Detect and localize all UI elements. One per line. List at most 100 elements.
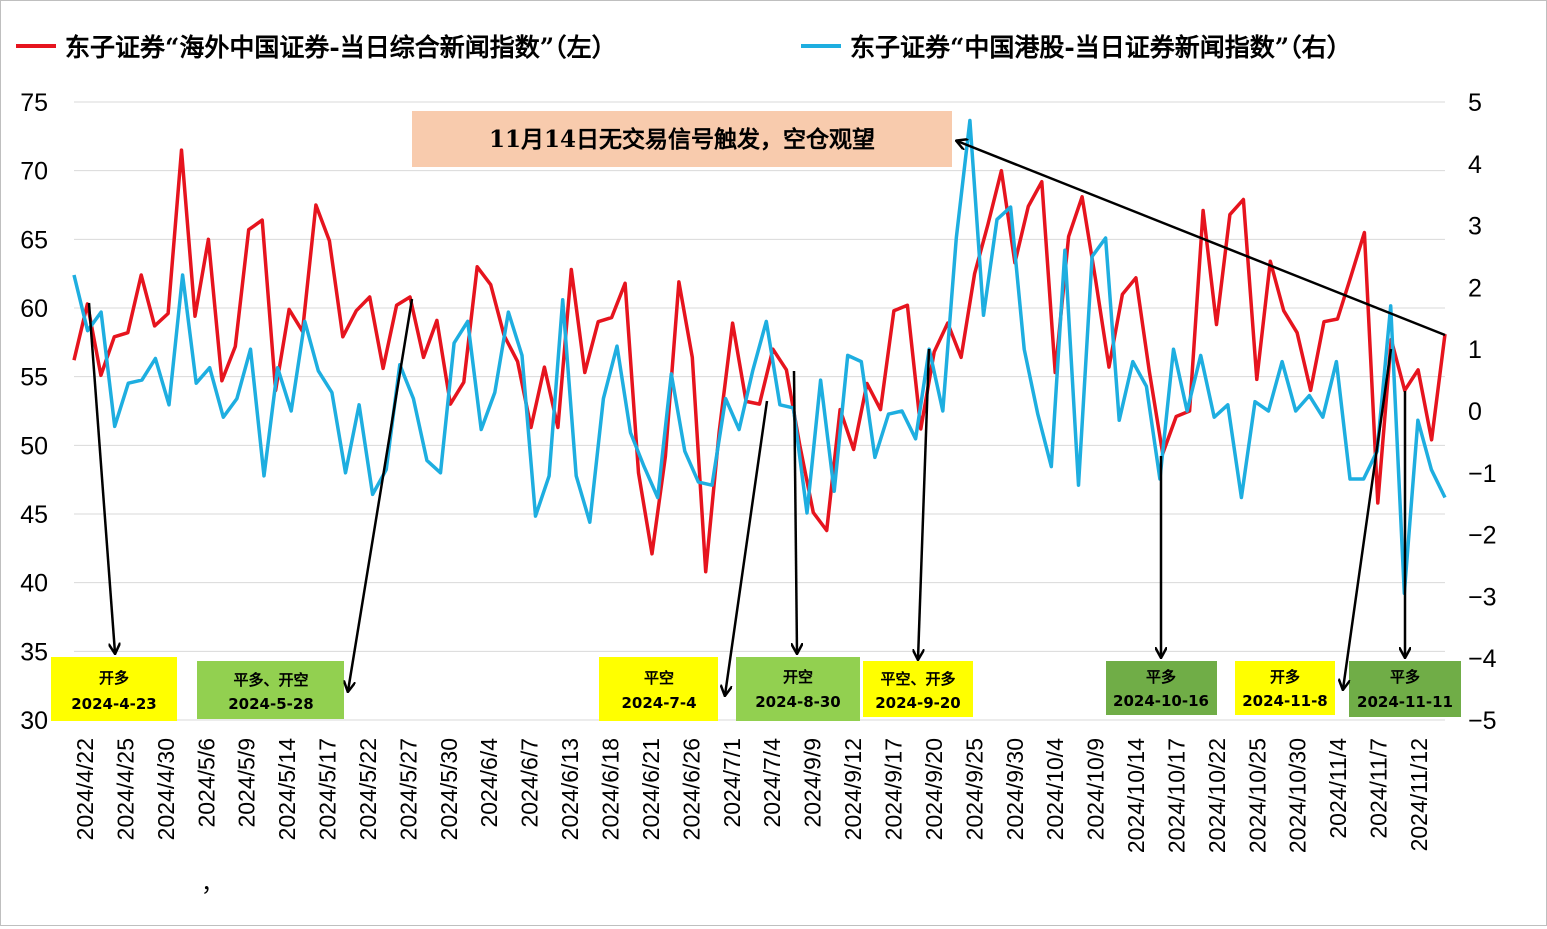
x-tick-label: 2024/5/27 — [395, 738, 421, 840]
x-tick-label: 2024/9/20 — [921, 738, 947, 840]
x-tick-label: 2024/6/7 — [517, 738, 543, 828]
signal-box-5: 平空、开多 2024-9-20 — [863, 661, 973, 717]
arrow-signal-7 — [1343, 348, 1393, 689]
x-tick-label: 2024/10/4 — [1042, 738, 1068, 841]
legend: 东子证券“海外中国证券-当日综合新闻指数”（左） 东子证券“中国港股-当日证券新… — [16, 33, 1352, 62]
x-tick-label: 2024/10/22 — [1204, 738, 1230, 853]
signal-action: 平多 — [1390, 668, 1420, 686]
x-tick-label: 2024/10/30 — [1285, 738, 1311, 853]
signal-date: 2024-4-23 — [71, 695, 157, 713]
signal-box-bg — [599, 657, 718, 721]
signal-date: 2024-8-30 — [755, 693, 841, 711]
left-tick-label: 70 — [20, 158, 48, 186]
signal-action: 平多、开空 — [233, 671, 308, 689]
signal-date: 2024-10-16 — [1113, 692, 1209, 710]
signal-box-bg — [1106, 661, 1217, 715]
arrow-signal-3 — [725, 400, 769, 695]
signal-box-bg — [1235, 661, 1335, 715]
arrow-signal-4 — [794, 370, 797, 653]
left-tick-label: 50 — [20, 432, 48, 460]
signal-action: 平空、开多 — [880, 670, 955, 688]
signal-arrows — [87, 141, 1446, 695]
right-tick-label: −5 — [1468, 707, 1497, 735]
x-tick-label: 2024/7/1 — [719, 738, 745, 828]
x-tick-label: 2024/5/9 — [234, 738, 260, 828]
x-tick-label: 2024/7/4 — [759, 738, 785, 828]
x-tick-label: 2024/9/12 — [840, 738, 866, 840]
left-axis-ticks: 30 35 40 45 50 55 60 65 70 75 — [20, 89, 48, 735]
signal-box-7: 开多 2024-11-8 — [1235, 661, 1335, 715]
signal-box-bg — [51, 657, 177, 721]
left-tick-label: 60 — [20, 295, 48, 323]
x-tick-label: 2024/10/25 — [1244, 738, 1270, 853]
signal-date: 2024-9-20 — [875, 694, 961, 712]
signal-action: 开多 — [1270, 668, 1300, 686]
arrow-note — [957, 141, 1446, 337]
left-tick-label: 35 — [20, 638, 48, 666]
signal-date: 2024-11-11 — [1357, 693, 1453, 711]
x-tick-label: 2024/6/21 — [638, 738, 664, 840]
arrow-signal-1 — [87, 302, 115, 653]
x-tick-label: 2024/11/4 — [1325, 738, 1351, 839]
right-tick-label: 2 — [1468, 274, 1482, 302]
legend-label-series2: 东子证券“中国港股-当日证券新闻指数”（右） — [850, 33, 1352, 62]
stray-comma-mark: ， — [201, 870, 224, 896]
signal-box-1: 开多 2024-4-23 — [51, 657, 177, 721]
x-tick-label: 2024/6/26 — [678, 738, 704, 840]
signal-action: 开多 — [99, 669, 129, 687]
x-tick-label: 2024/10/17 — [1163, 738, 1189, 853]
signal-box-4: 开空 2024-8-30 — [736, 657, 860, 721]
x-tick-label: 2024/5/22 — [355, 738, 381, 840]
x-tick-label: 2024/6/18 — [598, 738, 624, 840]
right-tick-label: −3 — [1468, 583, 1497, 611]
x-tick-label: 2024/4/30 — [153, 738, 179, 840]
x-tick-label: 2024/5/6 — [193, 738, 219, 828]
left-tick-label: 55 — [20, 364, 48, 392]
right-tick-label: −2 — [1468, 522, 1497, 550]
arrow-signal-5 — [918, 348, 931, 659]
right-tick-label: 5 — [1468, 89, 1482, 117]
x-tick-label: 2024/9/17 — [880, 738, 906, 840]
right-axis-ticks: −5 −4 −3 −2 −1 0 1 2 3 4 5 — [1468, 89, 1497, 735]
left-tick-label: 65 — [20, 226, 48, 254]
x-tick-label: 2024/4/25 — [112, 738, 138, 840]
gridlines — [74, 101, 1445, 721]
signal-box-6: 平多 2024-10-16 — [1106, 661, 1217, 715]
x-tick-label: 2024/9/30 — [1002, 738, 1028, 840]
legend-label-series1: 东子证券“海外中国证券-当日综合新闻指数”（左） — [65, 33, 617, 62]
x-tick-label: 2024/11/12 — [1406, 738, 1432, 851]
signal-action: 开空 — [783, 668, 813, 686]
note-box — [412, 111, 952, 167]
right-tick-label: 0 — [1468, 398, 1482, 426]
series-line-hk-stocks — [72, 118, 1447, 596]
series-line-overseas-china-securities — [72, 148, 1447, 574]
right-tick-label: −1 — [1468, 460, 1497, 488]
right-tick-label: 3 — [1468, 213, 1482, 241]
signal-date: 2024-11-8 — [1242, 692, 1328, 710]
arrow-signal-2 — [348, 298, 414, 691]
right-tick-label: −4 — [1468, 645, 1497, 673]
note-callout: 11月14日无交易信号触发，空仓观望 — [412, 111, 952, 167]
x-tick-label: 2024/10/14 — [1123, 738, 1149, 853]
x-tick-label: 2024/5/14 — [274, 738, 300, 841]
signal-box-2: 平多、开空 2024-5-28 — [197, 661, 344, 719]
left-tick-label: 75 — [20, 89, 48, 117]
right-tick-label: 1 — [1468, 336, 1482, 364]
x-tick-label: 2024/4/22 — [72, 738, 98, 840]
x-tick-label: 2024/5/17 — [315, 738, 341, 840]
left-tick-label: 40 — [20, 570, 48, 598]
signal-date: 2024-7-4 — [621, 694, 696, 712]
signal-box-bg — [863, 661, 973, 717]
left-tick-label: 45 — [20, 501, 48, 529]
x-tick-label: 2024/9/9 — [800, 738, 826, 828]
signal-box-bg — [197, 661, 344, 719]
x-axis-ticks: 2024/4/22 2024/4/25 2024/4/30 2024/5/6 2024/… — [72, 738, 1432, 853]
x-tick-label: 2024/10/9 — [1083, 738, 1109, 840]
x-tick-label: 2024/11/7 — [1366, 738, 1392, 839]
signal-date: 2024-5-28 — [228, 695, 314, 713]
x-tick-label: 2024/6/13 — [557, 738, 583, 840]
signal-box-bg — [1349, 661, 1461, 717]
signal-action: 平空 — [644, 669, 674, 687]
